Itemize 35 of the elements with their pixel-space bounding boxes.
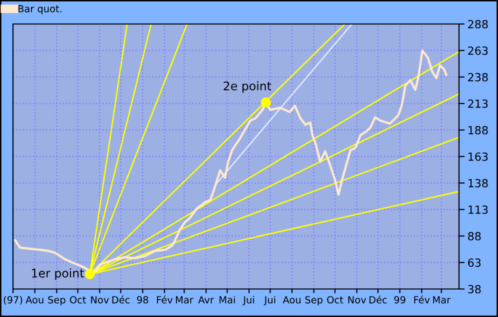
legend-label: Bar quot. bbox=[18, 5, 62, 14]
x-tick-label: Avr bbox=[198, 296, 214, 304]
x-tick-label: Déc bbox=[112, 296, 130, 304]
y-tick-label: 163 bbox=[468, 152, 488, 161]
y-tick-label: 63 bbox=[468, 258, 481, 267]
annotation: 1er point bbox=[32, 268, 84, 280]
x-tick-label: Jui bbox=[242, 296, 254, 306]
x-tick-label: (97) bbox=[4, 296, 22, 305]
x-tick-label: Fév bbox=[157, 296, 173, 304]
x-tick-label: Mai bbox=[220, 296, 235, 304]
y-tick-label: 213 bbox=[468, 99, 488, 108]
x-tick-label: Mar bbox=[433, 296, 451, 304]
y-tick-label: 263 bbox=[468, 46, 488, 55]
x-tick-label: Aou bbox=[26, 296, 44, 304]
x-tick-label: Mar bbox=[176, 296, 194, 304]
y-tick-label: 38 bbox=[468, 284, 481, 294]
x-tick-label: Sep bbox=[48, 296, 66, 306]
x-tick-label: Oct bbox=[70, 296, 86, 304]
x-tick-label: Déc bbox=[370, 296, 387, 304]
x-tick-label: Jui bbox=[264, 296, 276, 306]
x-tick-label: 98 bbox=[137, 296, 148, 304]
x-tick-label: Nov bbox=[348, 296, 366, 304]
y-tick-label: 288 bbox=[468, 20, 488, 28]
y-tick-label: 238 bbox=[468, 72, 488, 82]
x-tick-label: Oct bbox=[327, 296, 344, 304]
x-tick-label: 99 bbox=[394, 296, 406, 304]
x-tick-label: Aou bbox=[282, 296, 300, 304]
y-tick-label: 188 bbox=[468, 126, 488, 134]
x-tick-label: Nov bbox=[91, 296, 109, 304]
x-tick-label: Fév bbox=[414, 296, 430, 304]
y-tick-label: 113 bbox=[468, 205, 488, 214]
y-tick-label: 88 bbox=[468, 232, 481, 240]
x-tick-label: Sep bbox=[305, 296, 322, 306]
annotation: 2e point bbox=[224, 81, 272, 93]
y-tick-label: 138 bbox=[468, 178, 488, 188]
